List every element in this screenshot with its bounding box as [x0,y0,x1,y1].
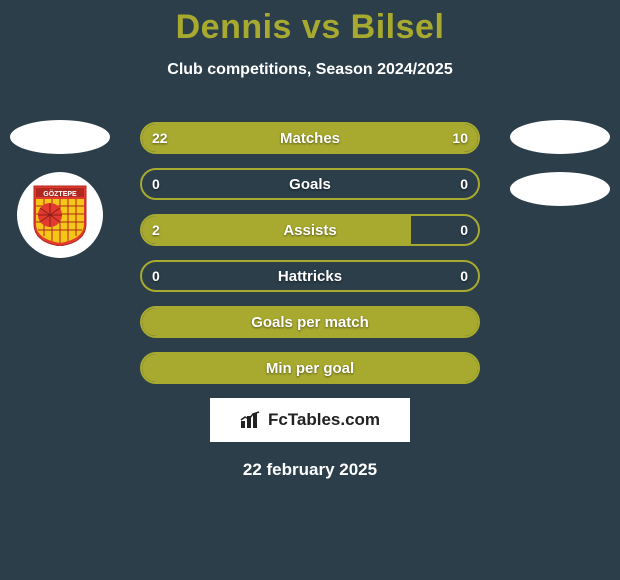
page-subtitle: Club competitions, Season 2024/2025 [0,61,620,79]
left-player-column: GÖZTEPE [5,120,115,258]
stat-label: Assists [142,216,478,244]
player-avatar-placeholder [510,120,610,154]
stat-value-right: 0 [460,262,468,290]
player-avatar-placeholder [10,120,110,154]
footer-brand-text: FcTables.com [268,410,380,430]
stat-label: Goals [142,170,478,198]
stat-value-right: 0 [460,170,468,198]
stat-bars-container: 22 Matches 10 0 Goals 0 2 Assists 0 0 Ha… [140,122,480,398]
stat-label: Min per goal [142,354,478,382]
stat-label: Matches [142,124,478,152]
club-shield-icon: GÖZTEPE [32,184,88,246]
player-avatar-placeholder [510,172,610,206]
stat-value-right: 10 [452,124,468,152]
stat-bar-row: 0 Hattricks 0 [140,260,480,292]
right-player-column [505,120,615,224]
page-title: Dennis vs Bilsel [0,0,620,47]
stat-label: Hattricks [142,262,478,290]
stat-value-right: 0 [460,216,468,244]
stat-bar-row: 22 Matches 10 [140,122,480,154]
stat-bar-row: 0 Goals 0 [140,168,480,200]
bar-chart-icon [240,411,262,429]
footer-brand-badge: FcTables.com [210,398,410,442]
stat-bar-row: Min per goal [140,352,480,384]
svg-text:GÖZTEPE: GÖZTEPE [43,189,77,198]
stat-label: Goals per match [142,308,478,336]
stat-bar-row: 2 Assists 0 [140,214,480,246]
footer-date: 22 february 2025 [0,460,620,480]
club-badge-left: GÖZTEPE [17,172,103,258]
stat-bar-row: Goals per match [140,306,480,338]
